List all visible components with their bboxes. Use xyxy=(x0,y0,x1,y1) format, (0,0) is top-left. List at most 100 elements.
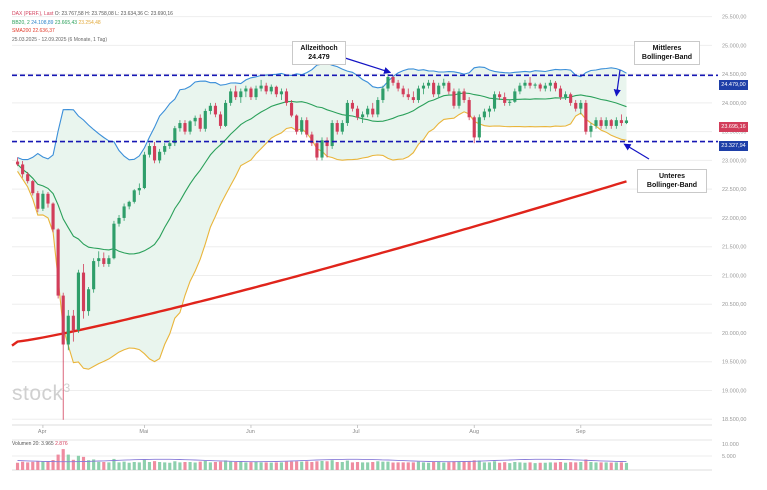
candle-body xyxy=(599,120,603,126)
candle xyxy=(579,100,583,115)
candle xyxy=(21,160,25,178)
volume-bar xyxy=(31,461,35,470)
candle-body xyxy=(406,94,410,98)
candle-body xyxy=(193,117,197,122)
candle xyxy=(538,82,542,92)
price-tag-high: 24.479,00 xyxy=(719,80,748,90)
candle-body xyxy=(122,206,126,218)
volume-bar xyxy=(340,462,344,470)
candle-body xyxy=(396,82,400,89)
candle xyxy=(599,117,603,129)
candle xyxy=(183,120,187,135)
volume-bar xyxy=(437,462,441,470)
candle-body xyxy=(320,140,324,158)
y-tick-label: 25.500,00 xyxy=(722,15,746,21)
candle xyxy=(340,120,344,135)
candle-body xyxy=(604,120,608,126)
candle xyxy=(401,85,405,98)
candle xyxy=(254,85,258,101)
x-tick-label: Sep xyxy=(576,429,586,435)
candle xyxy=(127,200,131,210)
candle-body xyxy=(462,91,466,101)
candle xyxy=(81,263,86,319)
candle-body xyxy=(132,190,136,202)
volume-bar xyxy=(163,462,167,470)
candle-body xyxy=(26,174,30,182)
arrow-to-high xyxy=(344,57,392,74)
volume-bar xyxy=(518,462,522,470)
y-tick-label: 21.000,00 xyxy=(722,273,746,279)
candle-body xyxy=(107,258,111,264)
candle xyxy=(188,120,192,135)
volume-bar xyxy=(350,462,355,470)
candle-body xyxy=(163,146,167,152)
volume-bar xyxy=(381,461,385,470)
candle xyxy=(289,100,294,118)
candle-body xyxy=(305,120,309,135)
candle xyxy=(295,114,299,135)
volume-bar xyxy=(21,461,25,470)
candle xyxy=(396,79,400,92)
candle xyxy=(371,102,375,118)
candle-body xyxy=(432,82,436,95)
candle-body xyxy=(112,223,116,259)
volume-bar xyxy=(574,462,578,470)
candle xyxy=(142,151,146,190)
candle xyxy=(361,111,365,124)
candle xyxy=(624,116,629,125)
volume-bar xyxy=(619,462,623,470)
annotation-all-time-high: Allzeithoch 24.479 xyxy=(292,41,346,65)
candle-body xyxy=(315,143,319,158)
volume-bar xyxy=(269,462,273,470)
candle xyxy=(218,111,223,129)
candle-body xyxy=(543,85,547,89)
candle xyxy=(533,82,537,89)
volume-bar xyxy=(188,462,192,470)
candle xyxy=(528,77,532,89)
volume-bar xyxy=(558,462,563,470)
x-tick-label: Jun xyxy=(246,429,255,435)
volume-bar xyxy=(107,462,111,470)
candle xyxy=(92,258,96,293)
candle-body xyxy=(376,100,380,115)
legend-bb-row: BB20, 2 24.108,89 23.665,43 23.254,48 xyxy=(12,19,173,28)
volume-bar xyxy=(355,462,360,470)
candle xyxy=(300,117,304,135)
arrow-to-lower-band xyxy=(623,143,650,160)
candle-body xyxy=(51,203,55,230)
candle xyxy=(26,171,30,184)
watermark-sup: 3 xyxy=(63,381,71,395)
volume-bar xyxy=(173,461,177,470)
candle xyxy=(310,131,314,147)
candle xyxy=(208,102,212,115)
candle-body xyxy=(259,85,263,89)
volume-bar xyxy=(563,462,568,470)
volume-bar xyxy=(391,462,395,470)
volume-bar xyxy=(239,462,243,470)
y-tick-label: 24.500,00 xyxy=(722,72,746,78)
volume-bar xyxy=(152,461,157,470)
candle-body xyxy=(66,315,70,345)
candle-body xyxy=(442,82,446,86)
volume-bar xyxy=(426,462,431,470)
volume-bar xyxy=(97,461,101,470)
y-tick-label: 21.500,00 xyxy=(722,245,746,251)
price-tag-current: 23.695,16 xyxy=(719,122,748,132)
volume-bar xyxy=(310,462,314,470)
candle-body xyxy=(477,117,481,138)
candle xyxy=(102,252,106,267)
volume-bar xyxy=(442,462,446,470)
candle-body xyxy=(158,151,162,161)
volume-bar xyxy=(609,462,613,470)
candle-body xyxy=(401,88,405,95)
candle xyxy=(41,190,45,212)
candle xyxy=(36,190,40,213)
candle xyxy=(117,215,121,227)
candle-body xyxy=(533,84,537,86)
candle-body xyxy=(472,117,476,138)
volume-bar xyxy=(300,461,304,470)
candle xyxy=(472,115,476,144)
volume-bar xyxy=(543,462,547,470)
candle-body xyxy=(234,91,238,98)
candle-body xyxy=(224,102,228,126)
